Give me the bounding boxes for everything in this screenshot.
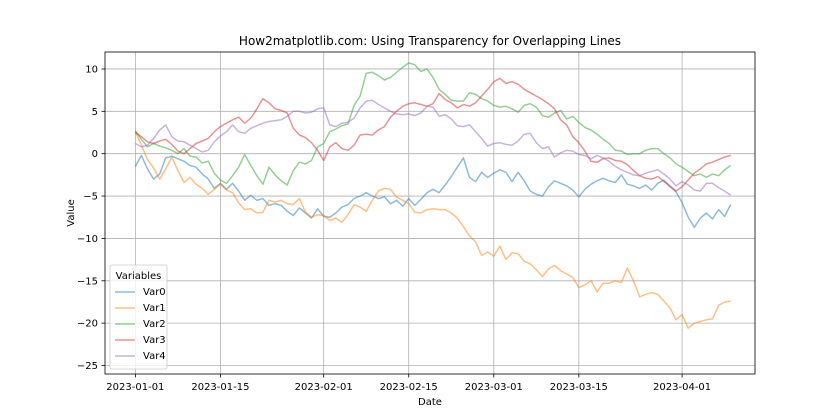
x-tick-label: 2023-03-01 xyxy=(465,382,523,393)
y-tick-label: −15 xyxy=(77,276,98,287)
y-tick-label: 5 xyxy=(92,107,98,118)
y-tick-label: −20 xyxy=(77,319,98,330)
series-line-var4 xyxy=(135,99,732,196)
y-tick-label: 0 xyxy=(92,149,98,160)
x-tick-label: 2023-02-15 xyxy=(380,382,438,393)
y-tick-label: −5 xyxy=(83,192,98,203)
x-tick-label: 2023-01-01 xyxy=(106,382,164,393)
legend-label: Var1 xyxy=(143,303,166,314)
legend-label: Var2 xyxy=(143,319,166,330)
y-axis: 10 5 0 −5 −10 −15 −20 −25 xyxy=(77,64,105,372)
series-line-var2 xyxy=(134,62,732,186)
x-axis: 2023-01-01 2023-01-15 2023-02-01 2023-02-15… xyxy=(106,374,711,393)
y-axis-label: Value xyxy=(66,199,77,226)
x-tick-label: 2023-02-01 xyxy=(295,382,353,393)
series-line-var0 xyxy=(134,154,732,229)
x-tick-label: 2023-04-01 xyxy=(653,382,711,393)
x-tick-label: 2023-01-15 xyxy=(191,382,249,393)
legend-title: Variables xyxy=(116,271,162,282)
legend-box xyxy=(109,264,168,370)
legend: Variables Var0 Var1 Var2 Var3 Var4 xyxy=(109,264,168,370)
series-line-var3 xyxy=(134,77,731,192)
x-axis-label: Date xyxy=(418,397,442,408)
x-tick-label: 2023-03-15 xyxy=(550,382,608,393)
y-tick-label: 10 xyxy=(85,64,98,75)
plot-frame xyxy=(104,51,756,375)
series-line-var1 xyxy=(134,131,731,329)
y-tick-label: −25 xyxy=(77,361,98,372)
chart-title: How2matplotlib.com: Using Transparency f… xyxy=(239,34,621,48)
legend-label: Var3 xyxy=(143,335,166,346)
legend-label: Var0 xyxy=(143,287,166,298)
legend-label: Var4 xyxy=(143,351,166,362)
y-tick-label: −10 xyxy=(77,234,98,245)
series-layer xyxy=(134,62,732,329)
grid xyxy=(105,52,755,374)
